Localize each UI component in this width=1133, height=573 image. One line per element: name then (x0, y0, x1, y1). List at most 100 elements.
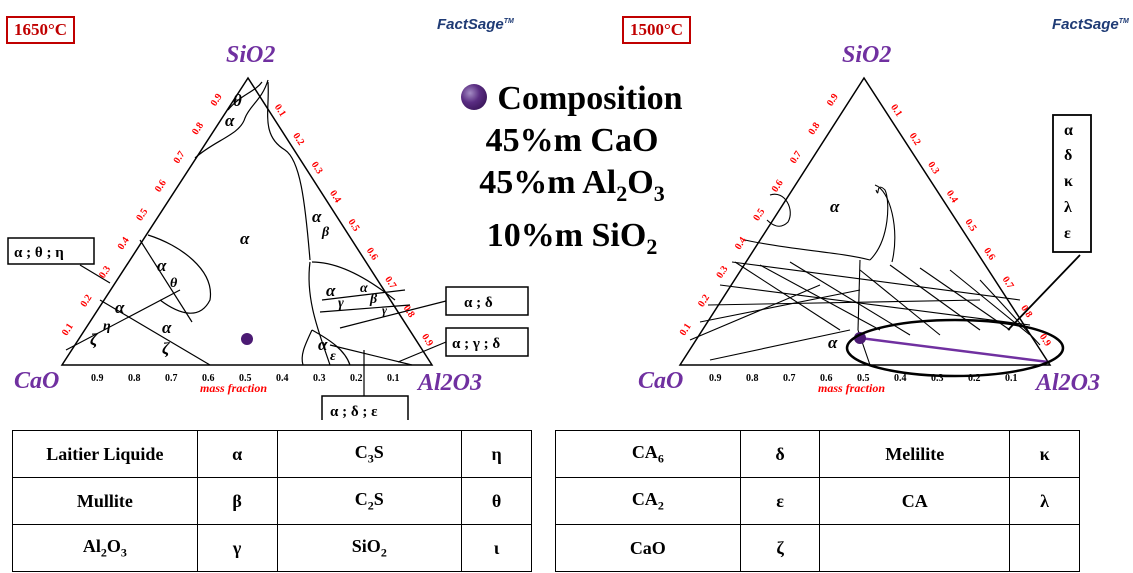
bottom-edge-ticks: 0.9 0.8 0.7 0.6 0.5 0.4 0.3 0.2 0.1 (709, 373, 1018, 384)
tick-label: 0.2 (350, 373, 363, 384)
legend-left-cell: C3S (276, 430, 463, 478)
region-alpha-beta-gamma-a: α (360, 281, 368, 296)
tick-label: 0.3 (309, 160, 325, 176)
factsage-logo-left: FactSageTM (437, 16, 514, 33)
right-edge-ticks: 0.10.20.30.40.50.60.70.80.9 (272, 102, 435, 348)
tick-label: 0.2 (907, 131, 923, 147)
factsage-logo-right: FactSageTM (1052, 16, 1129, 33)
tick-label: 0.2 (696, 293, 712, 309)
phase-list-item-2: κ (1064, 173, 1073, 190)
callouts: α ; θ ; η α ; δ α ; γ ; δ α ; δ ; ε (7, 237, 529, 420)
tick-label: 0.6 (820, 373, 833, 384)
vertex-labels: SiO2 CaO Al2O3 (14, 42, 482, 396)
region-zeta-left: ζ (90, 330, 98, 349)
tick-label: 0.2 (290, 131, 306, 147)
tick-label: 0.1 (678, 321, 694, 337)
legend-right-cell: λ (1009, 477, 1080, 525)
tick-label: 0.3 (714, 264, 730, 280)
region-alpha-zeta-a: α (162, 318, 172, 337)
tick-label: 0.9 (709, 373, 722, 384)
logo-text: FactSage (1052, 16, 1119, 33)
table-row: Mullite β C2S θ (12, 477, 532, 525)
tick-label: 0.9 (209, 92, 225, 108)
tick-label: 0.5 (345, 217, 361, 233)
tick-label: 0.7 (171, 149, 187, 165)
legend-right-cell: δ (739, 430, 821, 478)
logo-tm: TM (503, 18, 514, 25)
phase-list-item-1: δ (1064, 147, 1072, 164)
tick-label: 0.5 (239, 373, 252, 384)
tick-label: 0.3 (925, 160, 941, 176)
region-alpha-theta-b: θ (170, 276, 178, 291)
region-alpha-top: α (830, 197, 840, 216)
composition-block: Composition 45%m CaO 45%m Al2O3 10%m SiO… (452, 78, 692, 268)
temperature-label-right: 1500°C (622, 16, 692, 44)
region-alpha-eta-b: η (103, 319, 111, 334)
region-alpha-center: α (240, 229, 250, 248)
tick-label: 0.8 (190, 121, 206, 137)
legend-right-cell: ε (739, 477, 821, 525)
table-row: CA6 δ Melilite κ (555, 430, 1080, 478)
tick-label: 0.6 (981, 246, 997, 262)
tick-label: 0.6 (153, 178, 169, 194)
callout-alpha-theta-eta: α ; θ ; η (14, 245, 64, 261)
composition-cao: 45%m CaO (485, 122, 659, 159)
legend-left-cell: Laitier Liquide (12, 430, 198, 478)
callout-connector (1007, 254, 1081, 331)
tick-label: 0.1 (387, 373, 400, 384)
table-row: Al2O3 γ SiO2 ι (12, 524, 532, 572)
vertex-sio2: SiO2 (842, 42, 891, 68)
tick-label: 0.9 (825, 92, 841, 108)
legend-left-cell: Mullite (12, 477, 198, 525)
phase-list: α δ κ λ ε (1064, 122, 1073, 242)
tick-label: 0.4 (116, 235, 132, 251)
tick-label: 0.6 (202, 373, 215, 384)
legend-table-right: CA6 δ Melilite κ CA2 ε CA λ CaO ζ (555, 430, 1080, 572)
tick-label: 0.3 (931, 373, 944, 384)
phase-boundaries (65, 79, 413, 366)
region-alpha-theta-a: α (157, 256, 167, 275)
region-alpha-gamma-b: γ (338, 296, 344, 311)
phase-boundaries (689, 184, 1041, 366)
region-alpha-epsilon-a: α (318, 335, 328, 354)
tick-label: 0.7 (382, 275, 398, 291)
logo-tm: TM (1118, 18, 1129, 25)
region-alpha-beta-a: α (312, 207, 322, 226)
triangle-outline (678, 76, 1052, 366)
legend-left-cell: α (196, 430, 278, 478)
vertex-al2o3: Al2O3 (416, 370, 482, 396)
tick-label: 0.5 (962, 217, 978, 233)
region-alpha-gamma-a: α (326, 281, 336, 300)
tick-label: 0.8 (746, 373, 759, 384)
phase-list-item-3: λ (1064, 199, 1072, 216)
legend-right-cell (1009, 524, 1080, 572)
region-alpha-zeta-b: ζ (162, 339, 170, 358)
table-row: CA2 ε CA λ (555, 477, 1080, 525)
region-alpha-beta-b: β (321, 225, 330, 240)
tick-label: 0.6 (770, 178, 786, 194)
tick-label: 0.4 (327, 188, 343, 204)
tick-label: 0.7 (1000, 275, 1016, 291)
phase-list-item-4: ε (1064, 225, 1071, 242)
tick-label: 0.8 (128, 373, 141, 384)
tick-label: 0.9 (91, 373, 104, 384)
callout-alpha-delta: α ; δ (464, 295, 493, 311)
composition-marker-icon (461, 84, 488, 111)
legend-right-cell: Melilite (819, 430, 1011, 478)
composition-title: Composition (497, 80, 683, 117)
tick-label: 0.3 (97, 264, 113, 280)
legend-left-cell: γ (196, 524, 278, 572)
left-edge-ticks: 0.10.20.30.40.50.60.70.80.9 (678, 92, 841, 338)
tick-label: 0.4 (944, 188, 960, 204)
legend-right-cell: CaO (555, 524, 741, 572)
legend-right-cell: CA2 (555, 477, 741, 525)
tick-label: 0.9 (419, 332, 435, 348)
region-alpha-beta-gamma-b: β (369, 292, 378, 307)
legend-right-cell: κ (1009, 430, 1080, 478)
tick-label: 0.7 (788, 149, 804, 165)
legend-left-cell: SiO2 (276, 524, 463, 572)
ternary-diagram-1500: 0.10.20.30.40.50.60.70.80.9 0.10.20.30.4… (638, 42, 1100, 396)
vertex-labels: SiO2 CaO Al2O3 (638, 42, 1100, 396)
tick-label: 0.5 (751, 207, 767, 223)
tick-label: 0.5 (134, 207, 150, 223)
